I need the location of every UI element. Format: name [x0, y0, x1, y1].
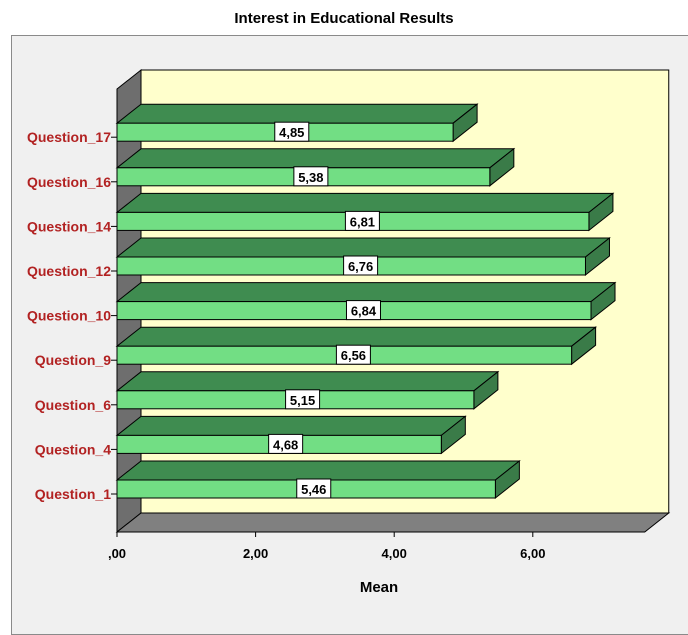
value-label-box	[335, 344, 371, 365]
value-label: 6,84	[351, 304, 377, 319]
bar-top	[115, 326, 598, 347]
bar-top	[115, 460, 521, 481]
value-label: 5,15	[290, 393, 315, 408]
category-label: Question_14	[27, 218, 111, 234]
value-label-box	[343, 255, 379, 276]
category-label: Question_6	[35, 397, 111, 413]
x-tick-label: ,00	[108, 546, 126, 561]
value-label: 4,68	[273, 437, 298, 452]
value-label-box	[268, 433, 304, 454]
value-label-box	[344, 210, 380, 231]
value-label: 5,38	[298, 170, 323, 185]
value-label: 4,85	[279, 125, 304, 140]
bar-top	[115, 103, 479, 124]
bar-top	[115, 415, 467, 436]
bar-top	[115, 282, 617, 303]
category-label: Question_12	[27, 263, 111, 279]
value-label-box	[296, 478, 332, 499]
x-tick-label: 6,00	[520, 546, 545, 561]
x-tick-label: 2,00	[243, 546, 268, 561]
value-label: 6,76	[348, 259, 373, 274]
value-label: 6,56	[341, 348, 366, 363]
category-label: Question_10	[27, 308, 111, 324]
category-label: Question_17	[27, 129, 111, 145]
x-axis-title: Mean	[360, 579, 398, 596]
value-label-box	[293, 166, 329, 187]
value-label-box	[345, 300, 381, 321]
category-label: Question_16	[27, 174, 111, 190]
category-label: Question_4	[35, 441, 111, 457]
bar-top	[115, 148, 516, 169]
value-label: 6,81	[350, 214, 375, 229]
bar-top	[115, 371, 500, 392]
category-label: Question_9	[35, 352, 111, 368]
value-label-box	[285, 389, 321, 410]
bar-top	[115, 192, 615, 213]
category-label: Question_1	[35, 486, 111, 502]
chart-title: Interest in Educational Results	[234, 10, 454, 27]
x-tick-label: 4,00	[382, 546, 407, 561]
value-label: 5,46	[301, 482, 326, 497]
bar-top	[115, 237, 611, 258]
value-label-box	[274, 121, 310, 142]
floor	[115, 512, 671, 533]
